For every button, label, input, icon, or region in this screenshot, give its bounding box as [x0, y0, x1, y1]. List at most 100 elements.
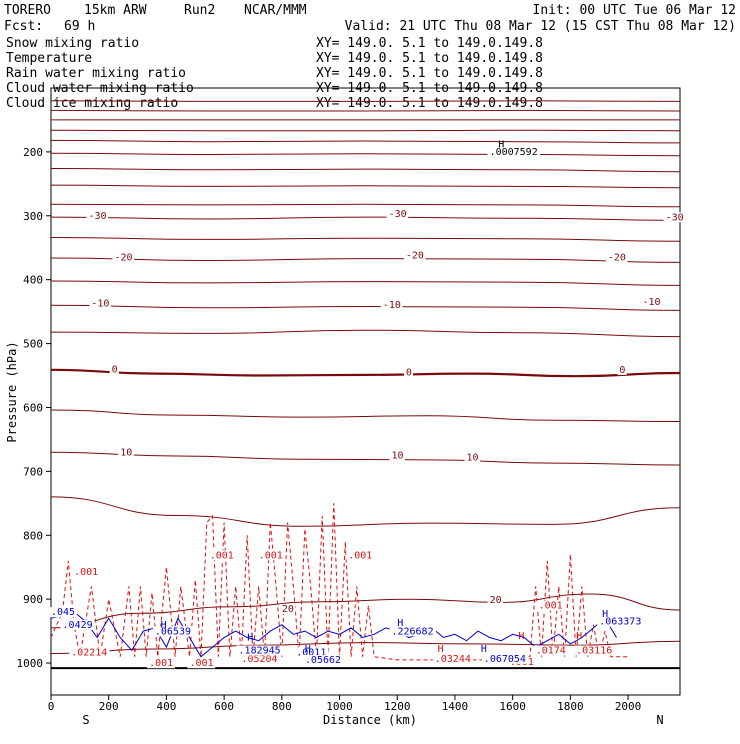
contour-label-bg-39 [487, 147, 541, 158]
high-marker-3: H [397, 618, 403, 629]
x-tick-label-9: 1800 [557, 700, 584, 713]
contour-label-11: 0 [619, 365, 625, 376]
x-tick-label-1: 200 [99, 700, 119, 713]
rain-contours [50, 503, 629, 661]
contour-label-bg-20 [346, 550, 374, 561]
contour-label-12: 10 [120, 447, 132, 458]
contour-label-38: .063373 [599, 617, 641, 628]
contour-label-36: .226682 [391, 626, 433, 637]
legend-label-rain: Rain water mixing ratio [6, 66, 186, 81]
high-marker-8: H [518, 631, 524, 642]
x-tick-label-5: 1000 [326, 700, 353, 713]
legend-label-snow: Snow mixing ratio [6, 36, 139, 51]
contour-label-39: .0007592 [490, 147, 538, 158]
header-center: NCAR/MMM [244, 3, 307, 18]
contour-label-27: .03116 [576, 645, 612, 656]
contour-label-bg-27 [574, 645, 615, 656]
contour-label-bg-13 [389, 450, 405, 461]
contour-label-13: 10 [391, 451, 403, 462]
contour-label-bg-12 [118, 447, 134, 458]
contour-label-bg-17 [72, 566, 100, 577]
y-tick-label-2: 400 [23, 274, 43, 287]
contour-label-10: 0 [406, 368, 412, 379]
x-tick-label-6: 1200 [384, 700, 411, 713]
contour-label-8: -10 [642, 297, 660, 308]
contour-label-bg-14 [464, 452, 480, 463]
high-marker-7: H [438, 644, 444, 655]
high-markers: H H H H H H H H H H [161, 139, 608, 655]
legend-label-temperature: Temperature [6, 51, 92, 66]
x-tick-label-10: 2000 [615, 700, 642, 713]
contour-label-32: .06539 [155, 626, 191, 637]
legend: Snow mixing ratio XY= 149.0. 5.1 to 149.… [6, 36, 543, 111]
high-marker-4: H [481, 644, 487, 655]
contour-label-6: -10 [91, 299, 109, 310]
contour-label-bg-33 [236, 645, 283, 656]
contour-labels: -30 -30 -30 -20 -20 -20 -10 -10 -10 0 0 0 10 10 10 20 20… [49, 147, 686, 669]
contour-label-26: .0174 [536, 645, 566, 656]
contour-label-7: -10 [383, 300, 401, 311]
contour-label-bg-10 [403, 367, 414, 378]
contour-label-bg-15 [279, 603, 296, 614]
plot-frame [50, 87, 681, 696]
legend-xy-temperature: XY= 149.0. 5.1 to 149.0.149.8 [316, 51, 543, 66]
y-tick-label-5: 700 [23, 465, 43, 478]
y-tick-label-7: 900 [23, 593, 43, 606]
contour-label-4: -20 [406, 251, 424, 262]
contour-label-bg-36 [389, 626, 436, 637]
contour-label-bg-25 [239, 653, 280, 664]
isotherm-line-9 [50, 216, 681, 221]
x-tick-label-4: 800 [272, 700, 292, 713]
header-fcst-value: 69 h [64, 19, 95, 34]
plot-area: -30 -30 -30 -20 -20 -20 -10 -10 -10 0 0 0 10 10 10 20 20… [17, 87, 686, 713]
contour-label-bg-34 [294, 647, 329, 658]
y-tick-label-1: 300 [23, 210, 43, 223]
rain-contour-line [50, 503, 629, 661]
contour-label-0: -30 [89, 211, 107, 222]
cloud-water-contours [50, 611, 617, 658]
x-tick-label-3: 600 [214, 700, 234, 713]
contour-label-1: -30 [389, 209, 407, 220]
high-marker-5: H [602, 609, 608, 620]
contour-label-bg-1 [386, 209, 409, 220]
contour-label-bg-23 [147, 658, 175, 669]
y-tick-label-6: 800 [23, 529, 43, 542]
isotherm-line-6 [50, 168, 681, 173]
contour-label-2: -30 [666, 212, 684, 223]
high-marker-1: H [161, 620, 167, 631]
contour-label-bg-3 [112, 252, 135, 263]
contour-label-14: 10 [466, 453, 478, 464]
y-tick-label-3: 500 [23, 338, 43, 351]
contour-label-17: .001 [74, 567, 98, 578]
header-fcst-label: Fcst: [4, 19, 43, 34]
legend-xy-cloud-ice: XY= 149.0. 5.1 to 149.0.149.8 [316, 96, 543, 111]
contour-label-23: .001 [149, 658, 173, 669]
legend-label-cloud-ice: Cloud ice mixing ratio [6, 96, 178, 111]
x-tick-label-0: 0 [48, 700, 55, 713]
x-axis-ticks: 0 200 400 600 800 1000 1200 1400 1600 1800 2000 [48, 695, 642, 713]
isotherm-line-17 [50, 451, 681, 466]
contour-label-3: -20 [114, 253, 132, 264]
contour-label-16: 20 [490, 595, 502, 606]
isotherm-line-8 [50, 203, 681, 208]
x-axis-north-label: N [656, 713, 663, 727]
y-tick-label-4: 600 [23, 401, 43, 414]
contour-label-25: .05204 [241, 654, 277, 665]
contour-label-bg-18 [207, 550, 236, 561]
contour-label-bg-9 [109, 364, 119, 375]
isotherm-line-16 [50, 409, 681, 422]
contour-label-bg-7 [380, 299, 403, 310]
x-axis-label: Distance (km) [323, 713, 417, 727]
contour-label-20: .001 [348, 550, 372, 561]
legend-xy-rain: XY= 149.0. 5.1 to 149.0.149.8 [316, 66, 543, 81]
isotherm-line-12 [50, 280, 681, 286]
contour-label-bg-30 [49, 607, 77, 618]
contour-label-30: .045 [51, 607, 75, 618]
contour-label-bg-19 [256, 550, 285, 561]
contour-label-bg-5 [605, 252, 628, 263]
contour-label-31: .0429 [63, 620, 93, 631]
y-axis-label: Pressure (hPa) [5, 341, 19, 442]
contour-label-19: .001 [259, 550, 283, 561]
